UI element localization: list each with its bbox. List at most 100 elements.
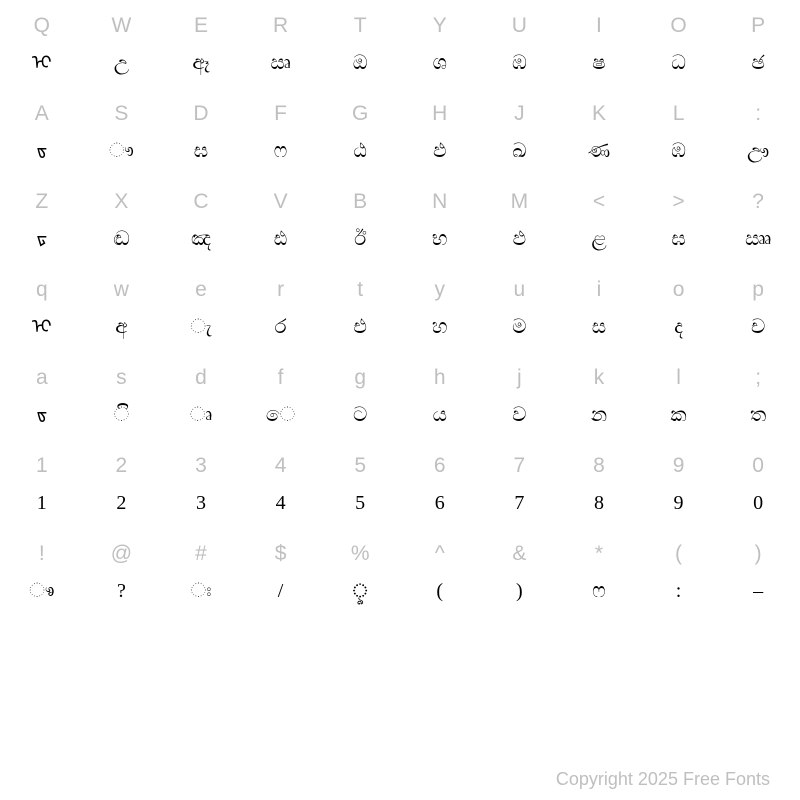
key-cell: $ [241,543,321,564]
key-cell: ? [718,191,798,212]
key-cell: & [480,543,560,564]
key-row: !@#$%^&*() [2,534,798,572]
glyph-cell: ඝ [161,141,241,161]
glyph-cell: ᢐ [2,405,82,425]
key-row: qwertyuiop [2,270,798,308]
key-cell: S [82,103,162,124]
glyph-row: ᢐිෘෙටයවනකත [2,396,798,434]
key-cell: P [718,15,798,36]
glyph-cell: ඤ [161,229,241,249]
glyph-cell: ඵ [400,141,480,161]
glyph-cell: ස [559,317,639,337]
key-cell: s [82,367,162,388]
key-cell: p [718,279,798,300]
glyph-cell: 2 [82,493,162,513]
key-cell: D [161,103,241,124]
glyph-cell: ම [480,317,560,337]
glyph-cell: ᢈ [2,53,82,73]
key-cell: R [241,15,321,36]
glyph-cell: / [241,581,321,601]
key-cell: 8 [559,455,639,476]
glyph-cell: ඹ [639,141,719,161]
key-row: 1234567890 [2,446,798,484]
key-cell: O [639,15,719,36]
key-cell: 2 [82,455,162,476]
glyph-cell: ැ [161,317,241,337]
key-cell: # [161,543,241,564]
glyph-cell: ᢑ [2,229,82,249]
glyph-cell: ඍ [241,53,321,73]
key-cell: u [480,279,560,300]
glyph-cell: 5 [320,493,400,513]
key-cell: Q [2,15,82,36]
glyph-cell: හ [400,317,480,337]
key-cell: N [400,191,480,212]
glyph-cell: 3 [161,493,241,513]
glyph-cell: 8 [559,493,639,513]
glyph-cell: ᢐ [2,141,82,161]
key-cell: w [82,279,162,300]
key-cell: 5 [320,455,400,476]
key-cell: f [241,367,321,388]
glyph-cell: ෆ [559,581,639,601]
key-cell: ( [639,543,719,564]
key-cell: G [320,103,400,124]
glyph-cell: ද [639,317,719,337]
key-cell: e [161,279,241,300]
key-cell: t [320,279,400,300]
key-cell: : [718,103,798,124]
row-gap [2,434,798,446]
key-cell: d [161,367,241,388]
key-cell: I [559,15,639,36]
key-cell: M [480,191,560,212]
glyph-cell: ) [480,581,560,601]
key-cell: h [400,367,480,388]
glyph-row: 1234567890 [2,484,798,522]
character-map-grid: QWERTYUIOPᢈඋඈඍඔශඹෂධඡASDFGHJKL:ᢐෟඝෆඨඵඛණඹඌ… [2,6,798,610]
key-cell: 0 [718,455,798,476]
key-cell: < [559,191,639,212]
key-cell: q [2,279,82,300]
glyph-cell: ෳ [2,581,82,601]
glyph-cell: ඎ [718,229,798,249]
key-cell: X [82,191,162,212]
glyph-cell: ච [718,317,798,337]
key-cell: ^ [400,543,480,564]
glyph-cell: ණ [559,141,639,161]
row-gap [2,522,798,534]
glyph-cell: ඹ [480,53,560,73]
glyph-cell: ළ [559,229,639,249]
key-cell: j [480,367,560,388]
glyph-cell: ඌ [718,141,798,161]
glyph-cell: ඪ [241,229,321,249]
glyph-cell: ( [400,581,480,601]
key-cell: % [320,543,400,564]
key-cell: A [2,103,82,124]
glyph-cell: භ [400,229,480,249]
key-cell: r [241,279,321,300]
glyph-cell: ර [241,317,321,337]
key-cell: T [320,15,400,36]
glyph-cell: අ [82,317,162,337]
key-cell: o [639,279,719,300]
glyph-cell: ෟ [82,141,162,161]
glyph-cell: ඈ [161,53,241,73]
key-cell: U [480,15,560,36]
key-cell: y [400,279,480,300]
row-gap [2,346,798,358]
glyph-cell: එ [320,317,400,337]
key-cell: B [320,191,400,212]
key-cell: L [639,103,719,124]
glyph-row: ᢈඅැරඑහමසදච [2,308,798,346]
glyph-cell: ක [639,405,719,425]
key-cell: k [559,367,639,388]
glyph-cell: ඡ [718,53,798,73]
key-cell: 4 [241,455,321,476]
glyph-cell: ᢈ [2,317,82,337]
key-cell: J [480,103,560,124]
glyph-cell: ඨ [320,141,400,161]
glyph-cell: ඝ [639,229,719,249]
glyph-cell: 6 [400,493,480,513]
key-cell: i [559,279,639,300]
glyph-cell: 7 [480,493,560,513]
